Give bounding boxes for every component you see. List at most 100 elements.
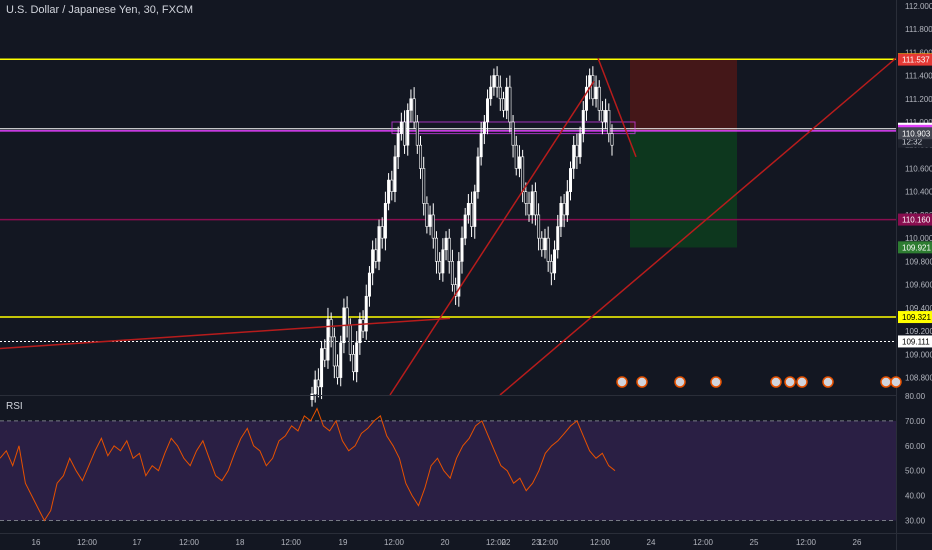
event-marker-icon[interactable]: [784, 376, 796, 388]
price-pane[interactable]: [0, 57, 897, 407]
candle-body: [553, 249, 557, 274]
event-marker-icon[interactable]: [770, 376, 782, 388]
candle-body: [310, 393, 314, 400]
candle-body: [396, 133, 400, 158]
time-axis-tick: 12:00: [538, 538, 559, 547]
candle-body: [428, 214, 432, 227]
price-tag-bg: [898, 127, 932, 140]
event-marker-icon[interactable]: [796, 376, 808, 388]
candle-body: [540, 237, 544, 251]
candle-body: [380, 226, 384, 239]
candle-body: [594, 86, 598, 100]
candle-body: [441, 249, 445, 274]
candle-body: [355, 342, 359, 373]
price-axis-tick: 111.000: [905, 118, 932, 127]
candle-body: [425, 203, 429, 227]
candle-body: [406, 110, 410, 146]
candle-body: [466, 203, 470, 216]
candle-body: [498, 86, 502, 100]
level-price-tag-bg: [898, 213, 932, 226]
candle-body: [434, 237, 438, 262]
candle-body: [514, 144, 518, 169]
event-marker-icon[interactable]: [880, 376, 892, 388]
candle-body: [508, 86, 512, 123]
price-axis-tick: 110.000: [905, 234, 932, 243]
candle-body: [575, 144, 579, 158]
time-axis-tick: 12:00: [590, 538, 611, 547]
price-axis-tick: 111.800: [905, 25, 932, 34]
price-axis-tick: 109.000: [905, 350, 932, 359]
candle-body: [463, 214, 467, 239]
rsi-pane[interactable]: [0, 407, 896, 522]
rsi-axis-tick: 80.00: [905, 392, 926, 401]
candle-body: [521, 156, 525, 192]
candle-body: [482, 121, 486, 134]
event-marker-icon[interactable]: [674, 376, 686, 388]
price-tag: 110.903: [902, 129, 931, 138]
candle-body: [527, 203, 531, 216]
price-axis-tick: 109.200: [905, 327, 932, 336]
price-tag: 12:32: [902, 138, 923, 147]
candle-body: [489, 86, 493, 100]
event-marker-icon[interactable]: [822, 376, 834, 388]
price-axis-tick: 111.200: [905, 95, 932, 104]
candle-body: [313, 379, 317, 395]
candle-body: [412, 98, 416, 123]
level-price-tag: 110.160: [902, 216, 931, 225]
price-axis-tick: 109.400: [905, 304, 932, 313]
candle-body: [533, 191, 537, 216]
risk-zone-box: [630, 59, 737, 132]
time-axis-tick: 12:00: [77, 538, 98, 547]
candle-body: [556, 226, 560, 251]
candle-body: [345, 307, 349, 326]
time-axis-tick: 12:00: [693, 538, 714, 547]
chart-title: U.S. Dollar / Japanese Yen, 30, FXCM: [6, 4, 194, 16]
candle-body: [326, 319, 330, 361]
time-axis-tick: 19: [339, 538, 348, 547]
candle-body: [460, 237, 464, 262]
candle-body: [332, 336, 336, 367]
level-price-tag-bg: [898, 311, 932, 324]
price-axis-tick: 109.600: [905, 281, 932, 290]
trendline: [597, 57, 637, 158]
reward-zone-box: [630, 131, 737, 248]
time-axis-tick: 20: [441, 538, 450, 547]
event-marker-icon[interactable]: [710, 376, 722, 388]
candle-body: [374, 249, 378, 262]
price-axis-tick: 112.000: [905, 2, 932, 11]
event-marker-icon[interactable]: [636, 376, 648, 388]
candle-body: [604, 110, 608, 123]
candle-body: [387, 179, 391, 204]
candle-body: [393, 156, 397, 192]
candle-body: [399, 121, 403, 134]
candle-body: [486, 98, 490, 123]
candle-body: [546, 237, 550, 262]
candle-body: [578, 133, 582, 158]
time-axis-tick: 26: [853, 538, 862, 547]
price-tag-bg: [898, 53, 932, 66]
rsi-band-fill: [0, 420, 896, 521]
candle-body: [591, 75, 595, 100]
time-axis-tick: 17: [133, 538, 142, 547]
event-markers[interactable]: [616, 376, 902, 388]
candle-body: [524, 191, 528, 204]
candle-body: [364, 295, 368, 332]
event-marker-icon[interactable]: [616, 376, 628, 388]
trendline: [0, 317, 451, 350]
candle-body: [320, 348, 324, 388]
level-price-tag-bg: [898, 335, 932, 348]
event-marker-icon[interactable]: [890, 376, 902, 388]
time-axis-tick: 12:00: [179, 538, 200, 547]
candle-body: [403, 121, 407, 146]
candle-body: [517, 156, 521, 169]
candle-body: [348, 324, 352, 355]
time-axis-tick: 16: [32, 538, 41, 547]
candle-body: [377, 226, 381, 262]
candle-body: [569, 168, 573, 192]
price-axis-tick: 108.800: [905, 374, 932, 383]
candle-body: [367, 272, 371, 297]
candle-body: [476, 156, 480, 192]
candle-body: [559, 203, 563, 227]
candle-body: [358, 319, 362, 344]
